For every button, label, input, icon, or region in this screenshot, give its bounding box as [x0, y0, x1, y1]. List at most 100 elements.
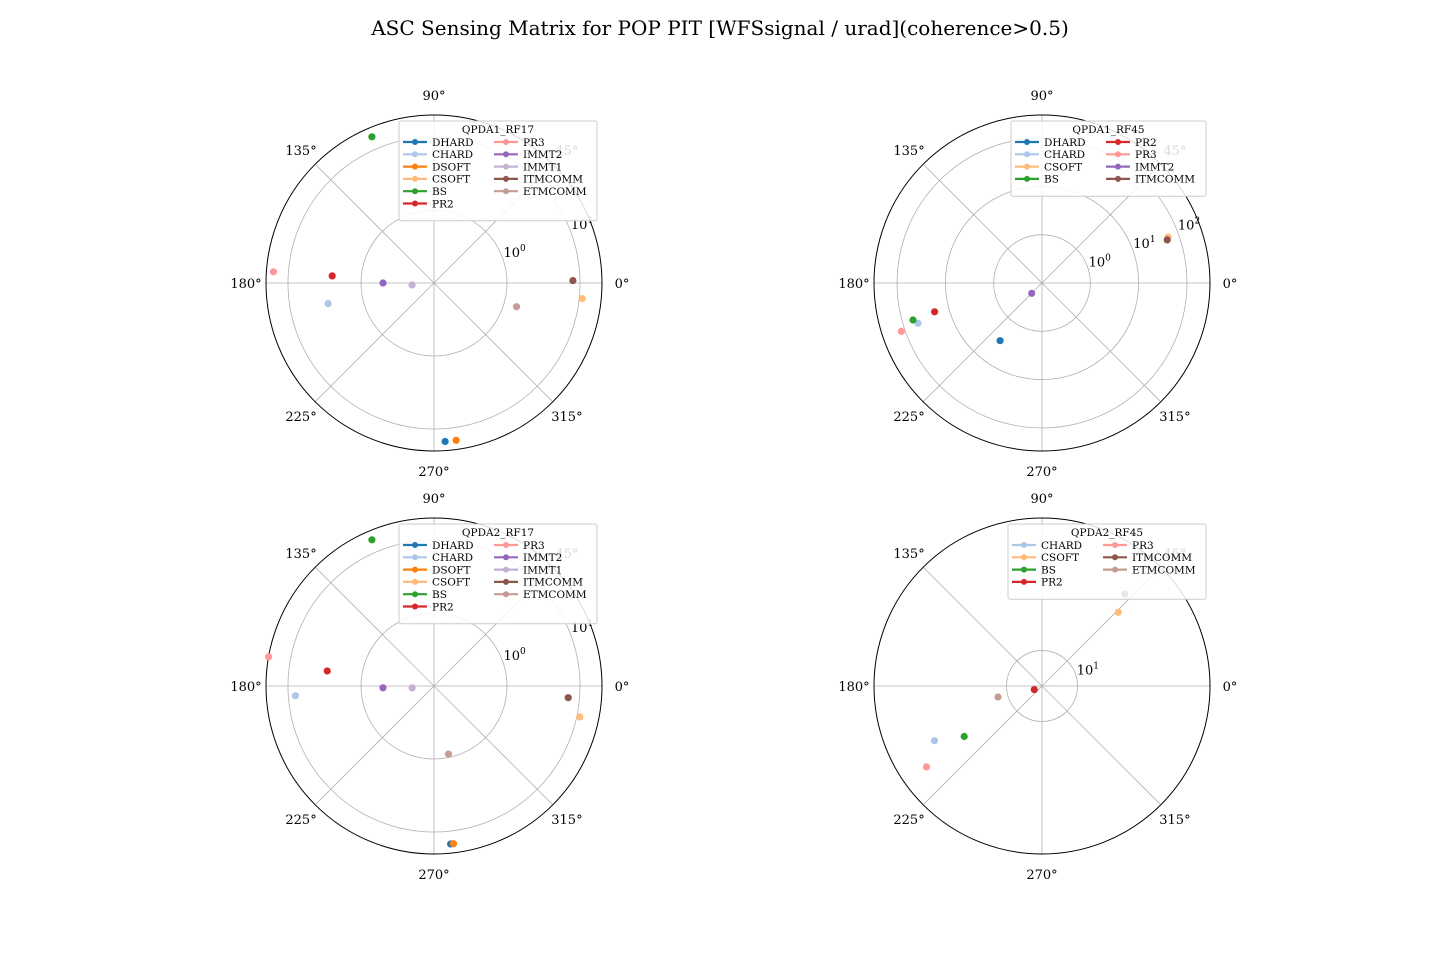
legend-label: ITMCOMM [523, 174, 583, 186]
legend-marker [503, 151, 509, 158]
angle-tick-label: 135° [893, 547, 924, 562]
legend-item-dhard: DHARD [403, 540, 473, 552]
data-point-itmcomm [1163, 236, 1171, 244]
angular-gridline [314, 163, 435, 284]
legend-item-immt2: IMMT2 [1106, 161, 1174, 173]
legend-marker [412, 542, 418, 548]
data-point-immt2 [1028, 289, 1036, 297]
legend-item-immt2: IMMT2 [494, 552, 562, 564]
legend-label: CHARD [1044, 149, 1085, 161]
legend-marker [503, 175, 509, 182]
legend-title: QPDA1_RF45 [1072, 124, 1144, 136]
polar-frame [265, 517, 603, 855]
data-point-etmcomm [444, 750, 453, 758]
legend-title: QPDA2_RF17 [462, 527, 534, 539]
legend-item-etmcomm: ETMCOMM [1103, 564, 1196, 576]
legend-item-bs: BS [1015, 174, 1059, 186]
legend-label: ITMCOMM [523, 577, 583, 589]
legend-label: ETMCOMM [1132, 564, 1196, 576]
legend-item-chard: CHARD [403, 149, 473, 161]
angle-tick-label: 180° [838, 680, 869, 695]
legend-label: CSOFT [1041, 552, 1079, 564]
legend: QPDA1_RF17DHARDCHARDDSOFTCSOFTBSPR2PR3IM… [398, 120, 598, 222]
data-point-itmcomm [569, 277, 577, 285]
legend-item-etmcomm: ETMCOMM [494, 589, 587, 601]
legend-marker [503, 542, 509, 548]
legend-label: PR2 [1041, 577, 1063, 589]
data-point-itmcomm [564, 694, 572, 702]
legend-box [1007, 523, 1207, 600]
legend-marker [412, 591, 418, 598]
legend-label: DHARD [432, 137, 473, 149]
angle-tick-label: 225° [893, 813, 924, 828]
figure-title: ASC Sensing Matrix for POP PIT [WFSsigna… [370, 16, 1069, 40]
legend-label: PR3 [523, 137, 545, 149]
legend-item-dsoft: DSOFT [403, 564, 471, 576]
legend-title: QPDA2_RF45 [1071, 527, 1143, 539]
legend-label: IMMT1 [523, 161, 562, 173]
angle-tick-label: 135° [893, 144, 924, 159]
data-point-dhard [441, 437, 449, 446]
data-point-bs [960, 732, 968, 741]
data-point-etmcomm [512, 303, 521, 311]
angle-tick-label: 0° [1223, 277, 1238, 292]
legend-marker [503, 163, 509, 170]
data-point-chard [291, 692, 299, 700]
legend-marker [503, 578, 509, 585]
angle-tick-label: 180° [838, 277, 869, 292]
polar-plot-3: 1001010°45°90°135°180°225°270°315°QPDA2_… [230, 492, 629, 883]
legend-label: IMMT2 [1135, 161, 1174, 173]
legend-item-dsoft: DSOFT [403, 161, 471, 173]
legend-marker [1115, 151, 1121, 158]
legend-marker [412, 139, 418, 145]
data-point-pr2 [1030, 686, 1038, 694]
data-point-immt2 [379, 279, 387, 287]
legend-item-pr2: PR2 [403, 198, 454, 210]
data-point-immt2 [379, 684, 387, 692]
legend-marker [412, 200, 418, 207]
angular-gridline [1041, 685, 1162, 806]
legend-item-itmcomm: ITMCOMM [1106, 174, 1195, 186]
legend-marker [503, 591, 509, 598]
legend-item-etmcomm: ETMCOMM [494, 186, 587, 198]
angle-tick-label: 180° [230, 680, 261, 695]
legend-item-csoft: CSOFT [1012, 552, 1079, 564]
data-point-immt1 [408, 684, 416, 692]
legend-marker [412, 578, 418, 585]
legend-item-chard: CHARD [403, 552, 473, 564]
legend-marker [503, 554, 509, 561]
legend-label: PR2 [1135, 137, 1157, 149]
angular-gridline [314, 566, 435, 687]
data-point-dsoft [452, 436, 460, 444]
angular-gridline [922, 163, 1043, 284]
data-point-pr3 [922, 763, 931, 771]
legend-marker [503, 188, 509, 195]
data-point-immt1 [408, 281, 416, 289]
angular-gridline [922, 566, 1043, 687]
legend-label: CHARD [432, 149, 473, 161]
angle-tick-label: 180° [230, 277, 261, 292]
legend-marker [412, 163, 418, 170]
angle-tick-label: 315° [1159, 410, 1190, 425]
polar-plot-2: 1001011020°45°90°135°180°225°270°315°QPD… [838, 89, 1237, 480]
angular-gridline [433, 685, 554, 806]
data-point-pr3 [265, 653, 273, 661]
data-point-pr2 [931, 308, 939, 316]
legend-label: IMMT1 [523, 564, 562, 576]
legend-marker [1115, 163, 1121, 170]
legend-label: BS [1041, 564, 1056, 576]
legend-label: PR3 [1135, 149, 1157, 161]
radial-gridline [993, 234, 1091, 332]
legend-item-immt1: IMMT1 [494, 161, 562, 173]
legend-item-chard: CHARD [1015, 149, 1085, 161]
legend-label: BS [432, 186, 447, 198]
legend-label: ETMCOMM [523, 186, 587, 198]
angle-tick-label: 90° [422, 492, 445, 507]
legend-item-bs: BS [403, 186, 447, 198]
data-point-pr3 [897, 327, 905, 335]
legend-marker [1021, 578, 1027, 585]
legend-box [398, 120, 598, 222]
legend-label: DHARD [432, 540, 473, 552]
angle-tick-label: 225° [285, 813, 316, 828]
